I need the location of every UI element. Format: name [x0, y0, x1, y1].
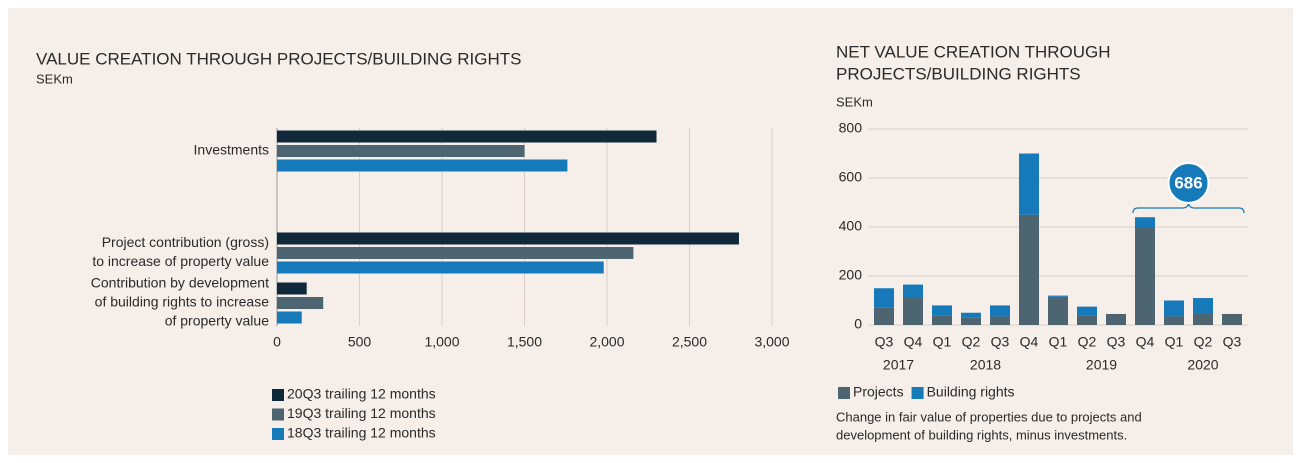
- bar-segment: [961, 312, 981, 318]
- x-tick-label: Q3: [1107, 334, 1126, 350]
- bar: [277, 145, 525, 157]
- category-label: of building rights to increase: [95, 294, 270, 310]
- bar-segment: [961, 317, 981, 325]
- legend-swatch: [272, 408, 284, 421]
- legend-label: 20Q3 trailing 12 months: [287, 386, 436, 402]
- bar: [277, 159, 568, 172]
- x-tick-label: Q4: [1020, 334, 1039, 350]
- legend-swatch: [838, 387, 850, 399]
- bar: [277, 232, 739, 245]
- bar-segment: [932, 305, 952, 316]
- panel: [8, 8, 1293, 455]
- bar: [277, 297, 324, 309]
- x-tick-label: 2,000: [589, 334, 624, 350]
- annotation-text: 686: [1174, 173, 1202, 192]
- bar-segment: [1048, 296, 1068, 325]
- y-tick-label: 200: [839, 267, 863, 283]
- year-label: 2017: [883, 357, 914, 373]
- category-label: Project contribution (gross): [102, 234, 269, 250]
- note: Change in fair value of properties due t…: [836, 409, 1142, 424]
- x-tick-label: Q1: [1165, 334, 1184, 350]
- legend-label: 19Q3 trailing 12 months: [287, 405, 436, 421]
- legend-label: 18Q3 trailing 12 months: [287, 425, 436, 441]
- subtitle: SEKm: [836, 94, 873, 109]
- y-tick-label: 600: [839, 169, 863, 185]
- note: development of building rights, minus in…: [836, 427, 1127, 442]
- legend-swatch: [911, 387, 924, 399]
- y-tick-label: 800: [839, 120, 863, 136]
- x-tick-label: Q2: [962, 334, 981, 350]
- bar-segment: [1077, 315, 1097, 325]
- chart-title: NET VALUE CREATION THROUGH: [836, 42, 1111, 61]
- x-tick-label: 1,000: [424, 334, 459, 350]
- x-tick-label: 3,000: [754, 334, 789, 350]
- x-tick-label: Q2: [1194, 334, 1213, 350]
- bar-segment: [1077, 306, 1097, 316]
- year-label: 2019: [1086, 357, 1117, 373]
- bar-segment: [903, 298, 923, 325]
- bar-segment: [1222, 313, 1242, 325]
- x-tick-label: Q4: [904, 334, 923, 350]
- year-label: 2018: [970, 357, 1001, 373]
- x-tick-label: Q3: [1223, 334, 1242, 350]
- bar-segment: [874, 288, 894, 308]
- x-tick-label: Q4: [1136, 334, 1155, 350]
- subtitle: SEKm: [36, 71, 73, 86]
- annotation-bubble: [1167, 162, 1210, 204]
- bar: [277, 247, 634, 259]
- bar: [277, 311, 302, 324]
- bar: [277, 261, 604, 274]
- bar-segment: [1135, 227, 1155, 325]
- x-tick-label: 2,500: [672, 334, 707, 350]
- x-tick-label: Q3: [875, 334, 894, 350]
- bar-segment: [932, 315, 952, 325]
- bar: [277, 130, 657, 143]
- bar-segment: [1193, 298, 1213, 314]
- bar-segment: [1048, 295, 1068, 297]
- x-tick-label: Q1: [933, 334, 952, 350]
- x-tick-label: 0: [273, 334, 281, 350]
- bar-segment: [1019, 214, 1039, 325]
- x-tick-label: Q1: [1049, 334, 1068, 350]
- legend-swatch: [272, 428, 284, 440]
- x-tick-label: 500: [348, 334, 372, 350]
- bar-segment: [1019, 153, 1039, 215]
- bar-segment: [903, 284, 923, 299]
- bar-segment: [1135, 217, 1155, 227]
- y-tick-label: 400: [839, 218, 863, 234]
- category-label: to increase of property value: [92, 253, 269, 269]
- legend-label: Projects: [853, 384, 904, 400]
- bar-segment: [990, 316, 1010, 325]
- y-tick-label: 0: [854, 316, 862, 332]
- bar-segment: [990, 305, 1010, 317]
- category-label: Investments: [194, 142, 269, 158]
- bar: [277, 282, 307, 295]
- category-label: of property value: [165, 313, 269, 329]
- category-label: Contribution by development: [91, 275, 269, 291]
- bar-segment: [874, 307, 894, 325]
- chart-title: PROJECTS/BUILDING RIGHTS: [836, 64, 1081, 83]
- chart-title: VALUE CREATION THROUGH PROJECTS/BUILDING…: [36, 49, 522, 68]
- legend-label: Building rights: [927, 384, 1015, 400]
- x-tick-label: Q3: [991, 334, 1010, 350]
- bar-segment: [1164, 300, 1184, 317]
- x-tick-label: 1,500: [507, 334, 542, 350]
- bar-segment: [1164, 316, 1184, 325]
- legend-swatch: [272, 389, 284, 401]
- x-tick-label: Q2: [1078, 334, 1097, 350]
- bar-segment: [1106, 313, 1126, 325]
- bar-segment: [1193, 313, 1213, 325]
- year-label: 2020: [1187, 357, 1218, 373]
